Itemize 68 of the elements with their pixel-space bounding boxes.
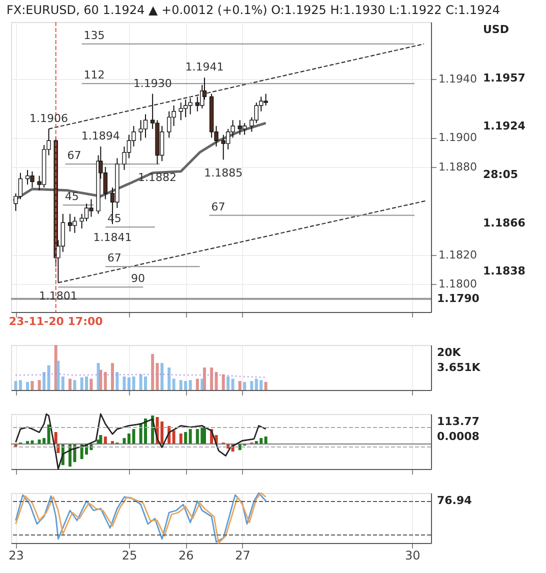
bar [30,381,34,390]
bar [160,363,164,390]
bar [168,368,171,390]
bar [188,429,192,444]
bar [18,380,22,390]
ref-line-label: 1.1790 [437,292,480,305]
x-tick-label: 26 [178,548,194,562]
annotation: 67 [67,149,82,162]
bar [264,436,268,444]
bar [210,368,214,390]
text: 113.77 [437,415,480,428]
bar [47,424,50,444]
bar [56,360,60,390]
bar [68,378,72,390]
annotation: 67 [211,200,226,214]
annotation: 67 [107,252,122,265]
bar [156,363,159,390]
text: 76.94 [437,494,472,507]
text: 1.1866 [483,216,526,230]
bar [14,381,18,390]
bar [73,380,76,390]
annotation: 1.1841 [93,231,132,244]
text: 0.0008 [437,430,480,443]
y-tick-label: 1.1940 [438,72,477,86]
bar [222,374,225,390]
bar [264,382,268,390]
annotation: 1.1906 [30,112,68,125]
annotation: 1.1941 [185,60,224,74]
bar [90,378,93,390]
bar [188,380,192,390]
annotation: 90 [130,272,145,286]
text: 1.1957 [483,71,526,84]
text: 3.651K [437,361,481,374]
x-tick-label: 30 [404,548,420,562]
text: 1.1838 [483,264,526,278]
bar [184,432,188,444]
annotation: 1.1930 [133,76,172,90]
bar [144,376,147,390]
text: 1.1924 [483,120,526,133]
annotation: 1.1885 [204,166,243,180]
annotation: 1.1894 [81,129,120,142]
bar [172,378,176,390]
ref-line-label: 23-11-20 17:00 [8,315,104,328]
bar [226,376,230,390]
bar [243,382,246,390]
bar [47,365,50,390]
x-tick-label: 25 [122,548,138,562]
x-tick-label: 27 [235,548,250,562]
annotation: 135 [84,28,105,42]
y-tick-label: 1.1800 [438,278,477,291]
bar [110,363,114,390]
candlestick [242,122,247,136]
y-tick-label: 1.1880 [438,160,477,174]
text: 20K [437,346,462,359]
annotation: 1.1801 [38,290,78,303]
chart-title: FX:EURUSD, 60 1.1924 ▲ +0.0012 (+0.1%) O:1.1925 H:1.1930 L:1.1922 C:1.1924 [6,3,500,17]
y-tick-label: 1.1900 [438,131,477,144]
bar [151,354,154,390]
bar [238,381,242,390]
text: USD [483,23,509,36]
bar [231,378,234,390]
text: 28:05 [483,168,518,181]
bar [214,372,218,390]
bar [172,430,176,444]
x-tick-label: 23 [8,548,24,562]
y-tick-label: 1.1820 [438,248,477,262]
annotation: 45 [64,190,79,204]
annotation: 112 [84,68,105,82]
